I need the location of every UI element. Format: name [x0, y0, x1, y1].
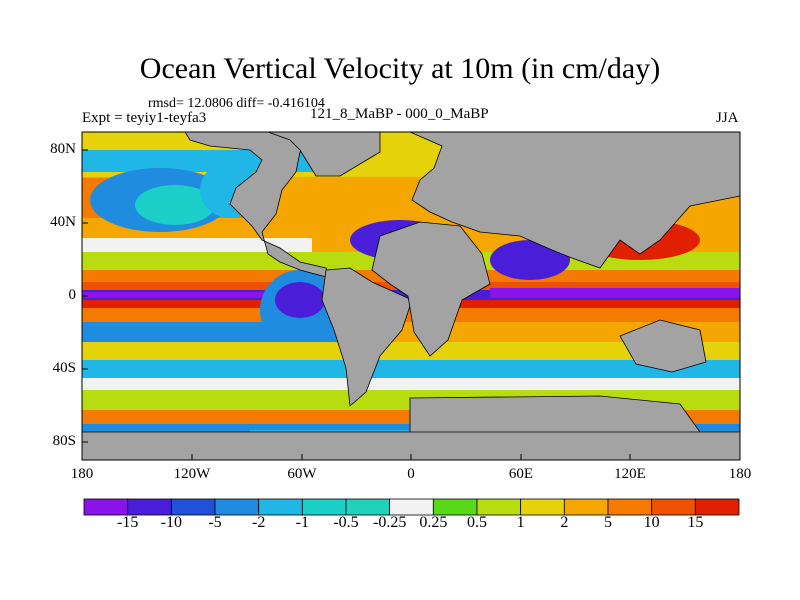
- colorbar: [83, 498, 740, 516]
- x-tick-60W: 60W: [287, 466, 317, 482]
- x-tick-60E: 60E: [508, 466, 534, 482]
- colorbar-label: -0.5: [333, 514, 359, 531]
- greenland: [267, 132, 381, 177]
- colorbar-swatch: [563, 498, 609, 516]
- africa: [371, 221, 491, 357]
- south-america: [321, 267, 413, 407]
- colorbar-swatch: [301, 498, 347, 516]
- eurasia: [409, 132, 740, 269]
- colorbar-label: 0.5: [467, 514, 487, 531]
- colorbar-swatch: [520, 498, 565, 516]
- x-tick-180-left: 180: [70, 466, 94, 482]
- colorbar-swatch: [214, 498, 260, 516]
- difference-label: 121_8_MaBP - 000_0_MaBP: [310, 106, 489, 122]
- experiment-label: Expt = teyiy1-teyfa3: [82, 110, 207, 126]
- colorbar-swatch: [345, 498, 391, 516]
- colorbar-swatch: [607, 498, 653, 516]
- colorbar-swatch: [694, 498, 740, 516]
- colorbar-label: 10: [643, 514, 660, 531]
- colorbar-label: -10: [160, 514, 182, 531]
- season-label: JJA: [716, 110, 739, 126]
- y-tick-80N: 80N: [50, 141, 76, 157]
- colorbar-label: 15: [687, 514, 704, 531]
- y-tick-0: 0: [68, 287, 77, 303]
- colorbar-swatch: [389, 498, 434, 516]
- colorbar-swatch: [127, 498, 172, 516]
- land-masses: [82, 132, 740, 460]
- axis-ticks: [82, 149, 631, 460]
- x-tick-120E: 120E: [614, 466, 646, 482]
- colorbar-swatch: [83, 498, 129, 516]
- colorbar-label: 1: [516, 514, 525, 531]
- colorbar-label: -2: [251, 514, 266, 531]
- map-area: [82, 132, 740, 460]
- north-america: [184, 132, 331, 279]
- colorbar-swatch: [651, 498, 696, 516]
- colorbar-swatch: [476, 498, 522, 516]
- x-tick-180-right: 180: [728, 466, 752, 482]
- colorbar-swatch: [432, 498, 478, 516]
- colorbar-label: 5: [604, 514, 612, 531]
- x-tick-0: 0: [407, 466, 415, 482]
- colorbar-swatch: [170, 498, 216, 516]
- y-tick-40N: 40N: [50, 214, 76, 230]
- antarctica: [82, 395, 740, 460]
- colorbar-label: -0.25: [372, 514, 407, 531]
- colorbar-label: -5: [208, 514, 222, 531]
- y-tick-40S: 40S: [52, 360, 76, 376]
- colorbar-label: 0.25: [419, 514, 448, 531]
- colorbar-label: 2: [560, 514, 569, 531]
- y-tick-80S: 80S: [52, 433, 76, 449]
- colorbar-swatch: [258, 498, 303, 516]
- colorbar-label: -15: [116, 514, 139, 531]
- map-title: Ocean Vertical Velocity at 10m (in cm/da…: [139, 52, 661, 85]
- x-tick-120W: 120W: [173, 466, 211, 482]
- colorbar-label: -1: [295, 514, 309, 531]
- australia: [619, 319, 707, 373]
- rmsd-diff-stats: rmsd= 12.0806 diff= -0.416104: [148, 96, 325, 111]
